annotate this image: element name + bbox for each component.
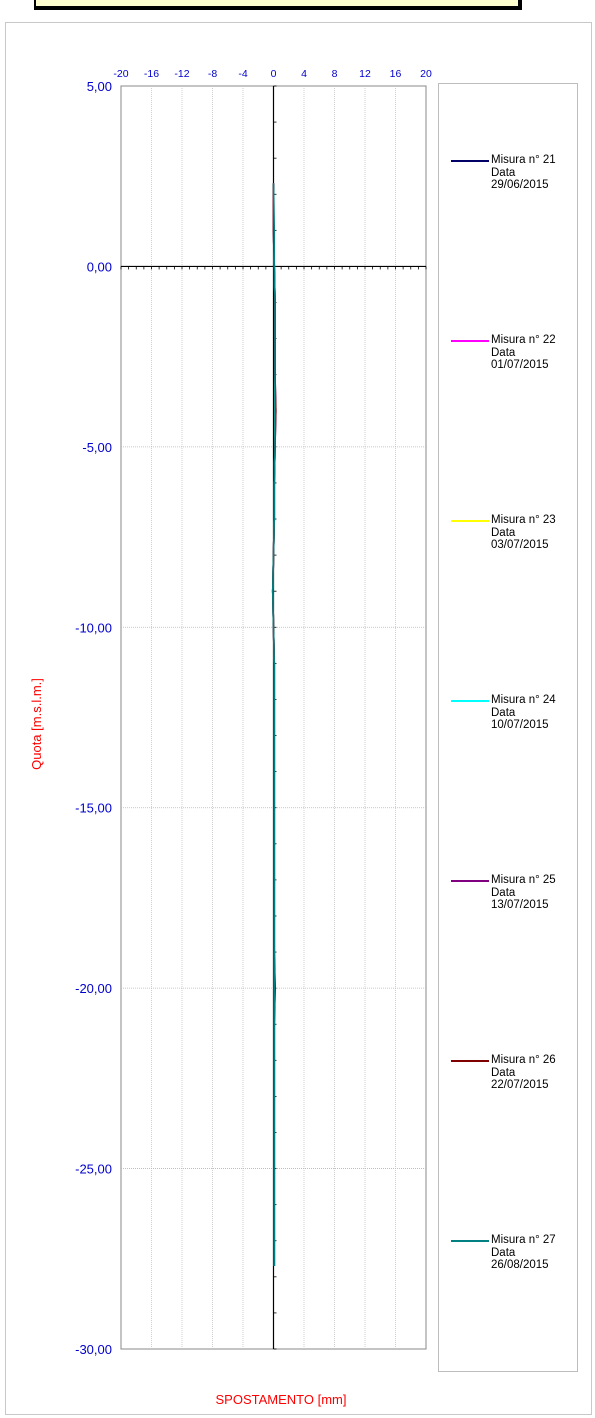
- tick-labels: -20 -16 -12 -8 -4 0 4 8 12 16 20 5,00 0,00 -5,00 -10,0…: [75, 68, 432, 1357]
- legend-date-label: Data: [491, 706, 516, 719]
- series-line: [271, 183, 276, 1266]
- y-tick-label: -20,00: [75, 981, 112, 996]
- y-tick-label: -10,00: [75, 620, 112, 635]
- y-tick-label: 0,00: [87, 259, 112, 274]
- x-tick-label: 20: [420, 68, 432, 80]
- y-tick-label: 5,00: [87, 79, 112, 94]
- legend: Misura n° 21 Data 29/06/2015 Misura n° 22 Da…: [438, 83, 578, 1372]
- legend-date: 10/07/2015: [491, 719, 549, 731]
- x-tick-label: -4: [238, 68, 247, 80]
- legend-series-name: Misura n° 25: [491, 874, 556, 886]
- x-tick-label: -20: [113, 68, 128, 80]
- legend-date: 26/08/2015: [491, 1259, 549, 1271]
- y-tick-label: -5,00: [82, 440, 112, 455]
- legend-swatch: [451, 880, 489, 882]
- x-tick-label: 4: [301, 68, 307, 80]
- x-tick-label: -8: [208, 68, 217, 80]
- legend-label: Misura n° 23 Data 03/07/2015: [491, 514, 556, 552]
- legend-date-label: Data: [491, 346, 516, 359]
- legend-swatch: [451, 700, 489, 702]
- legend-date: 01/07/2015: [491, 359, 549, 371]
- legend-series-name: Misura n° 21: [491, 154, 556, 166]
- legend-series-name: Misura n° 26: [491, 1054, 556, 1066]
- legend-date: 22/07/2015: [491, 1079, 549, 1091]
- legend-date-label: Data: [491, 886, 516, 899]
- chart-frame: [5, 22, 592, 1415]
- x-axis-label: SPOSTAMENTO [mm]: [216, 1392, 347, 1407]
- x-tick-label: -12: [174, 68, 189, 80]
- legend-label: Misura n° 21 Data 29/06/2015: [491, 154, 556, 192]
- y-tick-label: -30,00: [75, 1342, 112, 1357]
- legend-label: Misura n° 27 Data 26/08/2015: [491, 1234, 556, 1272]
- y-axis-label: Quota [m.s.l.m.]: [29, 678, 44, 770]
- legend-date-label: Data: [491, 1066, 516, 1079]
- y-tick-label: -15,00: [75, 801, 112, 816]
- legend-series-name: Misura n° 27: [491, 1234, 556, 1246]
- x-tick-label: 8: [332, 68, 338, 80]
- legend-swatch: [451, 340, 489, 342]
- y-tick-label: -25,00: [75, 1162, 112, 1177]
- legend-date: 29/06/2015: [491, 179, 549, 191]
- legend-date: 03/07/2015: [491, 539, 549, 551]
- legend-label: Misura n° 24 Data 10/07/2015: [491, 694, 556, 732]
- x-tick-label: 0: [271, 68, 277, 80]
- legend-swatch: [451, 520, 489, 522]
- legend-swatch: [451, 1240, 489, 1242]
- legend-swatch: [451, 1060, 489, 1062]
- legend-label: Misura n° 26 Data 22/07/2015: [491, 1054, 556, 1092]
- x-tick-label: -16: [144, 68, 159, 80]
- legend-swatch: [451, 160, 489, 162]
- legend-date: 13/07/2015: [491, 899, 549, 911]
- legend-series-name: Misura n° 23: [491, 514, 556, 526]
- x-tick-label: 12: [359, 68, 371, 80]
- legend-label: Misura n° 25 Data 13/07/2015: [491, 874, 556, 912]
- legend-date-label: Data: [491, 1246, 516, 1259]
- legend-date-label: Data: [491, 166, 516, 179]
- legend-date-label: Data: [491, 526, 516, 539]
- header-box: [34, 0, 522, 10]
- legend-series-name: Misura n° 22: [491, 334, 556, 346]
- x-tick-label: 16: [390, 68, 402, 80]
- legend-label: Misura n° 22 Data 01/07/2015: [491, 334, 556, 372]
- series-lines: [271, 183, 277, 1266]
- legend-series-name: Misura n° 24: [491, 694, 556, 706]
